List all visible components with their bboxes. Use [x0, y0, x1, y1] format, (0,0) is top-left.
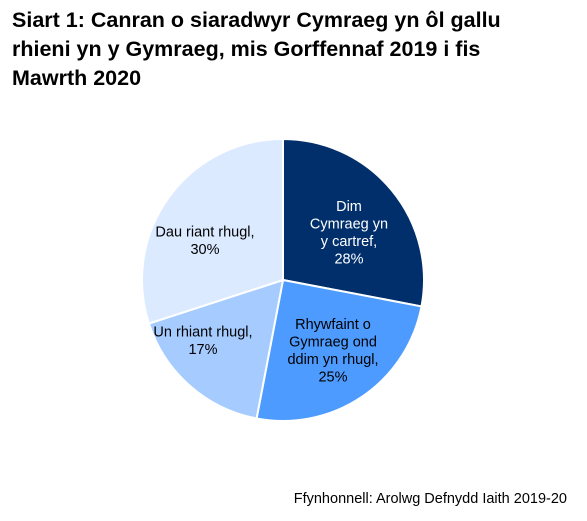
slice-label-line: ddim yn rhugl,: [287, 352, 378, 368]
slice-label-line: Un rhiant rhugl,: [153, 324, 252, 340]
slice-label-line: Cymraeg yn: [310, 216, 388, 232]
pie-slices: [141, 138, 425, 422]
slice-label-3: Un rhiant rhugl, 17%: [153, 324, 252, 358]
pie-slice-3: [147, 279, 284, 420]
slice-label-2: Rhywfaint o Gymraeg ond ddim yn rhugl, 25%: [287, 317, 378, 386]
chart-title: Siart 1: Canran o siaradwyr Cymraeg yn ô…: [12, 6, 577, 93]
source-note: Ffynhonnell: Arolwg Defnydd Iaith 2019-2…: [293, 491, 567, 507]
slice-label-line: Dim: [336, 199, 362, 215]
slice-label-line: Rhywfaint o: [295, 317, 371, 333]
slice-label-1: Dim Cymraeg yn y cartref, 28%: [310, 199, 388, 267]
slice-label-line: 17%: [188, 342, 217, 358]
slice-label-line: 28%: [334, 251, 363, 267]
pie-slice-2: [255, 279, 423, 422]
slice-label-line: y cartref,: [321, 234, 377, 250]
slice-label-line: 30%: [190, 242, 219, 258]
title-line-1: Siart 1: Canran o siaradwyr Cymraeg yn ô…: [12, 8, 501, 32]
slice-label-line: Gymraeg ond: [289, 334, 377, 350]
title-line-3: Mawrth 2020: [12, 66, 142, 90]
pie-labels: Dim Cymraeg yn y cartref, 28% Rhywfaint o Gym…: [153, 199, 388, 385]
pie-slice-4: [141, 138, 284, 325]
slice-label-4: Dau riant rhugl, 30%: [155, 224, 254, 257]
slice-label-line: Dau riant rhugl,: [155, 224, 254, 240]
slice-label-line: 25%: [318, 369, 347, 385]
title-line-2: rhieni yn y Gymraeg, mis Gorffennaf 2019…: [12, 37, 481, 61]
pie-slice-1: [282, 138, 425, 308]
